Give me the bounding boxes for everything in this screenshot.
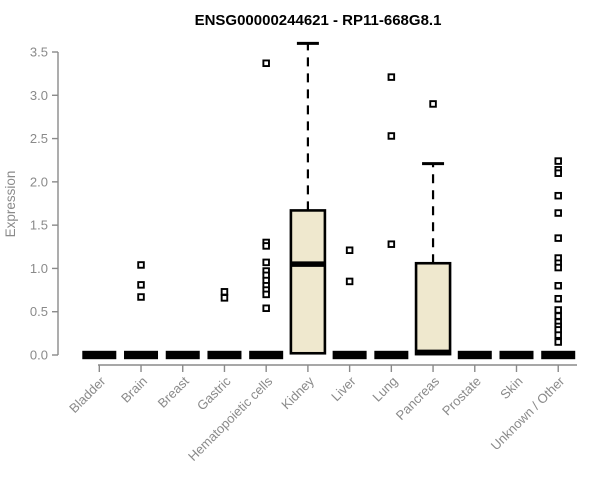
collapsed-box-hematopoietic-cells — [249, 350, 284, 360]
outlier-point — [554, 281, 562, 290]
outlier-point — [554, 294, 562, 303]
outlier-point — [137, 293, 145, 301]
outlier-point — [262, 290, 270, 299]
plot-area: 0.0 0.5 1.0 1.5 2.0 2.5 3.0 3.5 Bladder Brain Brea… — [30, 41, 577, 464]
outlier-point — [137, 281, 145, 289]
x-tick-label: Unknown / Other — [488, 373, 568, 453]
outlier-point — [554, 263, 562, 272]
outlier-point — [554, 169, 562, 177]
x-tick-label: Bladder — [66, 373, 109, 416]
collapsed-box-prostate — [457, 350, 492, 360]
x-tick-label: Lung — [369, 374, 400, 405]
outlier-point — [554, 234, 562, 242]
collapsed-box-bladder — [82, 350, 117, 360]
x-tick-label: Prostate — [439, 374, 484, 419]
outlier-point — [387, 73, 396, 81]
outlier-point — [137, 261, 145, 269]
x-tick-label: Breast — [155, 373, 192, 410]
outlier-point — [554, 331, 562, 339]
outlier-point — [554, 338, 562, 346]
outlier-point — [262, 258, 270, 267]
x-tick-label: Pancreas — [393, 373, 443, 423]
collapsed-box-gastric — [207, 350, 242, 360]
outlier-point — [554, 157, 562, 165]
outlier-point — [554, 209, 562, 217]
x-tick-label: Skin — [497, 374, 525, 402]
outlier-point — [262, 304, 270, 313]
outlier-point — [387, 240, 396, 248]
box-pancreas — [414, 261, 452, 356]
outlier-point — [220, 294, 229, 302]
outlier-point — [220, 288, 229, 296]
outlier-point — [345, 246, 354, 254]
collapsed-box-skin — [499, 350, 534, 360]
outlier-point — [262, 59, 270, 68]
outlier-point — [554, 306, 562, 314]
outlier-point — [554, 312, 562, 320]
x-tick-label: Liver — [328, 373, 359, 404]
y-tick-label: 3.5 — [30, 45, 48, 60]
chart-title: ENSG00000244621 - RP11-668G8.1 — [195, 12, 442, 29]
y-tick-label: 1.0 — [30, 261, 48, 276]
outlier-point — [387, 132, 396, 140]
outlier-point — [262, 242, 270, 250]
box-kidney — [289, 209, 327, 355]
x-tick-label: Gastric — [194, 373, 234, 413]
y-tick-label: 2.5 — [30, 131, 48, 146]
outlier-point — [554, 191, 562, 200]
y-tick-label: 0.0 — [30, 348, 48, 363]
y-tick-label: 3.0 — [30, 88, 48, 103]
collapsed-box-lung — [374, 350, 409, 360]
outlier-point — [429, 100, 437, 108]
collapsed-box-brain — [124, 350, 159, 360]
y-tick-label: 2.0 — [30, 174, 48, 189]
collapsed-box-unknown-other — [541, 350, 576, 360]
y-axis-label: Expression — [3, 171, 18, 238]
x-tick-label: Brain — [118, 374, 150, 406]
collapsed-box-breast — [165, 350, 200, 360]
y-tick-label: 0.5 — [30, 304, 48, 319]
collapsed-box-liver — [332, 350, 367, 360]
x-tick-label: Kidney — [278, 373, 317, 412]
outlier-point — [345, 277, 354, 286]
y-tick-label: 1.5 — [30, 218, 48, 233]
